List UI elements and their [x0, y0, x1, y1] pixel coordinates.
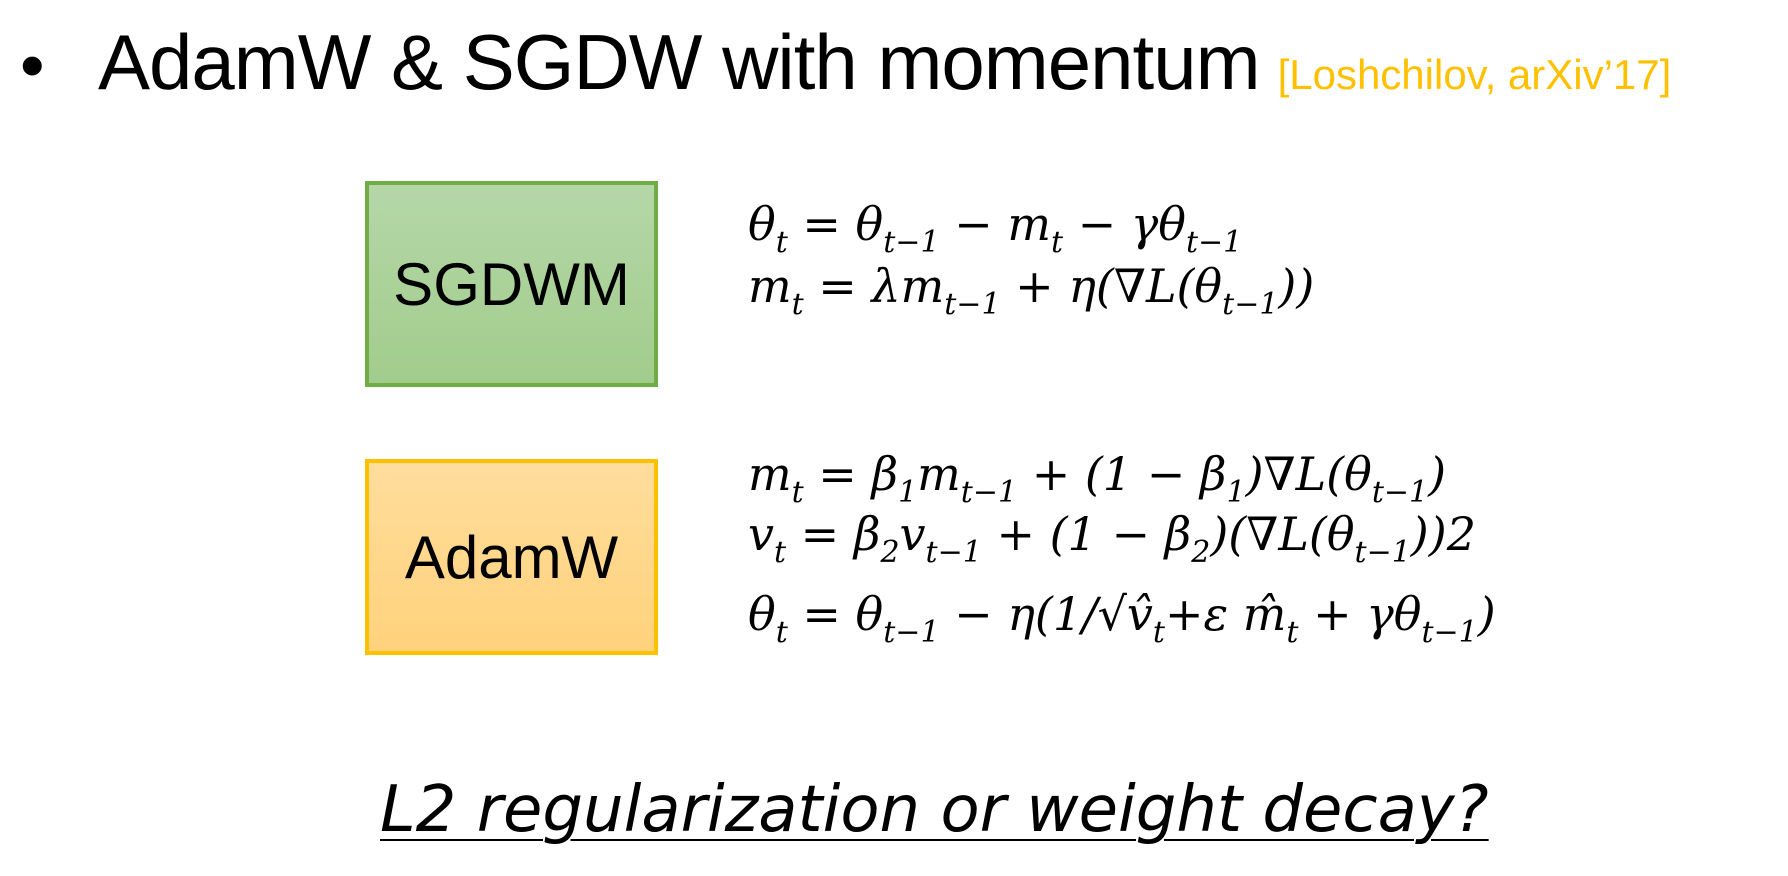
adamw-equation-first-moment: mt = β1mt−1 + (1 − β1)∇L(θt−1): [748, 447, 1447, 510]
sgdwm-equation-theta-update: θt = θt−1 − mt − γθt−1: [748, 197, 1243, 260]
adamw-equation-theta-update: θt = θt−1 − η(1/√v̂t+ε m̂t + γθt−1): [748, 587, 1496, 650]
adamw-box: AdamW: [365, 459, 658, 655]
adamw-label: AdamW: [404, 523, 619, 591]
adamw-equation-second-moment: vt = β2vt−1 + (1 − β2)(∇L(θt−1))2: [748, 507, 1476, 570]
sgdwm-equation-momentum-update: mt = λmt−1 + η(∇L(θt−1)): [748, 259, 1315, 322]
slide-title: • AdamW & SGDW with momentum [Loshchilov…: [20, 14, 1671, 123]
sgdwm-box: SGDWM: [365, 181, 658, 387]
title-text: AdamW & SGDW with momentum: [98, 18, 1261, 106]
bullet-point: •: [20, 26, 45, 104]
citation: [Loshchilov, arXiv’17]: [1277, 51, 1672, 98]
sgdwm-label: SGDWM: [393, 250, 630, 318]
question-text: L2 regularization or weight decay?: [380, 773, 1489, 847]
